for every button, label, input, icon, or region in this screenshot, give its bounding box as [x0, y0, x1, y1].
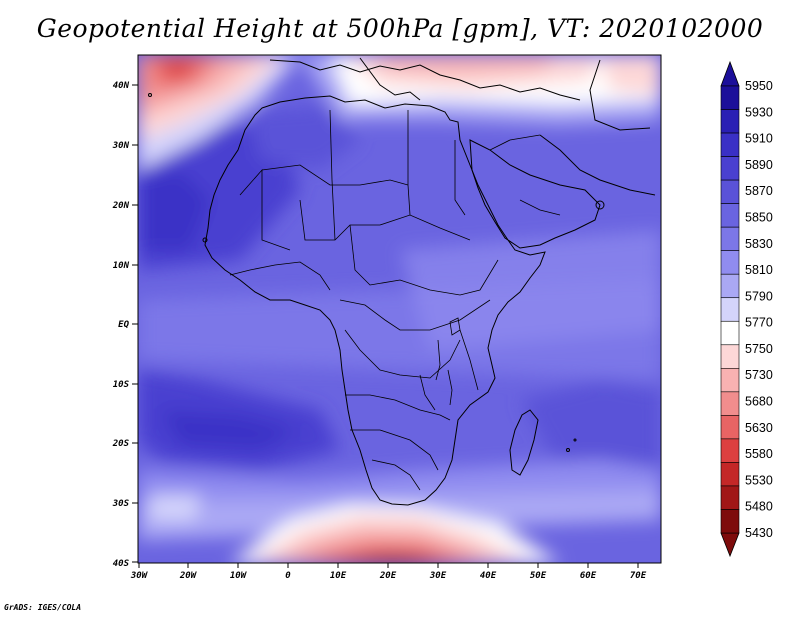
- colorbar-level-label: 5530: [745, 473, 773, 487]
- lat-label: 30S: [112, 499, 130, 509]
- lon-label: 30W: [130, 571, 149, 581]
- coastlines: [148, 57, 656, 506]
- colorbar-level-label: 5890: [745, 158, 773, 172]
- europe-coastline: [269, 59, 581, 101]
- colorbar-level-label: 5580: [745, 447, 773, 461]
- colorbar-swatch: [720, 250, 740, 275]
- colorbar-swatch: [720, 485, 740, 510]
- colorbar-swatch: [720, 203, 740, 228]
- colorbar-bottom-arrow: [720, 532, 740, 558]
- colorbar-level-label: 5910: [745, 132, 773, 146]
- colorbar-swatch: [720, 85, 740, 110]
- africa-coastline: [204, 95, 546, 506]
- colorbar-level-label: 5830: [745, 237, 773, 251]
- colorbar-level-label: 5480: [745, 500, 773, 514]
- colorbar-swatch: [720, 391, 740, 416]
- colorbar-level-label: 5770: [745, 316, 773, 330]
- lon-label: 10W: [230, 571, 248, 581]
- colorbar-level-label: 5850: [745, 210, 773, 224]
- colorbar-level-label: 5680: [745, 395, 773, 409]
- colorbar-level-label: 5630: [745, 421, 773, 435]
- lat-axis: 40N 30N 20N 10N EQ 10S 20S 30S 40S: [112, 81, 138, 569]
- colorbar-swatch: [720, 132, 740, 157]
- colorbar-level-label: 5930: [745, 105, 773, 119]
- lon-axis: 30W 20W 10W 0 10E 20E 30E 40E 50E 60E 70…: [130, 563, 647, 581]
- colorbar-level-label: 5790: [745, 289, 773, 303]
- lat-label: 40N: [113, 81, 130, 91]
- country-borders: [229, 109, 561, 491]
- plot-frame: [137, 54, 662, 564]
- lat-label: 10S: [113, 380, 130, 390]
- colorbar-swatch: [720, 226, 740, 251]
- lon-label: 40E: [480, 571, 497, 581]
- lon-label: 60E: [580, 571, 597, 581]
- colorbar-level-label: 5810: [745, 263, 773, 277]
- height-field: [138, 55, 661, 563]
- lat-label: 20N: [112, 201, 130, 211]
- lat-label: 40S: [113, 559, 130, 569]
- colorbar-swatch: [720, 109, 740, 134]
- colorbar-level-label: 5950: [745, 79, 773, 93]
- colorbar-swatch: [720, 273, 740, 299]
- lon-label: 50E: [530, 571, 547, 581]
- lat-label: EQ: [118, 320, 129, 330]
- colorbar-level-label: 5870: [745, 184, 773, 198]
- lon-label: 10E: [330, 571, 347, 581]
- colorbar-level-label: 5730: [745, 368, 773, 382]
- colorbar-swatch: [720, 156, 740, 181]
- colorbar-swatch: [720, 320, 740, 346]
- lon-label: 30E: [429, 571, 447, 581]
- colorbar-level-label: 5430: [745, 526, 773, 540]
- lon-label: 20W: [179, 571, 198, 581]
- arabia-coastline: [469, 139, 601, 249]
- colorbar-level-label: 5750: [745, 342, 773, 356]
- madagascar-coastline: [509, 409, 539, 476]
- lon-label: 0: [285, 571, 291, 581]
- lon-label: 20E: [379, 571, 397, 581]
- colorbar-swatch: [720, 438, 740, 463]
- colorbar: 5950 5930 5910 5890 5870 5850 5830 5810 5790 5770…: [720, 60, 773, 558]
- colorbar-swatch: [720, 297, 740, 322]
- colorbar-swatch: [720, 462, 740, 487]
- colorbar-swatch: [720, 179, 740, 204]
- colorbar-swatch: [720, 509, 740, 534]
- lat-label: 10N: [113, 261, 130, 271]
- colorbar-top-arrow: [720, 60, 740, 87]
- lakes: [435, 317, 461, 406]
- colorbar-swatch: [720, 415, 740, 440]
- footer-credit: GrADS: IGES/COLA: [4, 603, 82, 612]
- colorbar-swatch: [720, 344, 740, 369]
- lat-label: 20S: [112, 439, 130, 449]
- colorbar-swatch: [720, 368, 740, 393]
- lat-label: 30N: [112, 141, 130, 151]
- map-title: Geopotential Height at 500hPa [gpm], VT:…: [36, 14, 764, 43]
- lon-label: 70E: [630, 571, 647, 581]
